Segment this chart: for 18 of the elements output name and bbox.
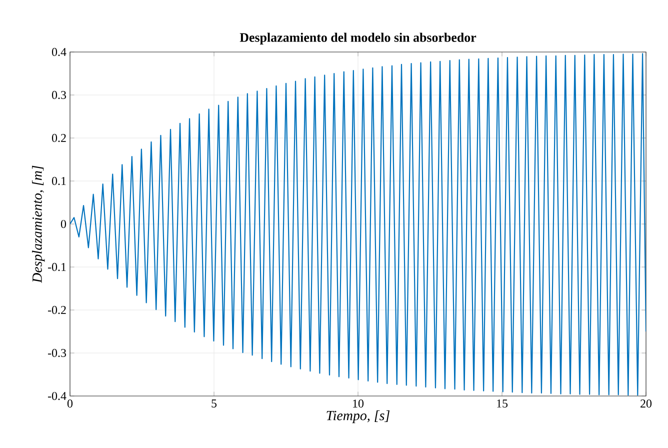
y-tick-label: -0.2 <box>48 306 66 314</box>
x-axis-title: Tiempo, [s] <box>326 410 390 424</box>
x-tick-label: 20 <box>640 400 652 408</box>
y-tick-label: -0.4 <box>48 392 66 400</box>
x-tick-label: 0 <box>67 400 73 408</box>
x-tick-label: 15 <box>497 400 508 408</box>
y-tick-label: 0 <box>60 220 66 228</box>
y-axis-title: Desplazamiento, [m] <box>32 166 45 284</box>
x-tick-label: 10 <box>353 400 364 408</box>
y-tick-label: 0.3 <box>52 90 66 100</box>
y-tick-label: 0.4 <box>52 48 66 56</box>
y-tick-label: 0.1 <box>52 176 66 186</box>
y-tick-label: 0.2 <box>52 134 66 142</box>
line-series <box>70 53 646 396</box>
x-tick-label: 5 <box>212 400 217 408</box>
y-tick-label: -0.1 <box>48 262 66 272</box>
chart-title: Desplazamiento del modelo sin absorbedor <box>240 32 476 44</box>
y-tick-label: -0.3 <box>48 348 66 358</box>
